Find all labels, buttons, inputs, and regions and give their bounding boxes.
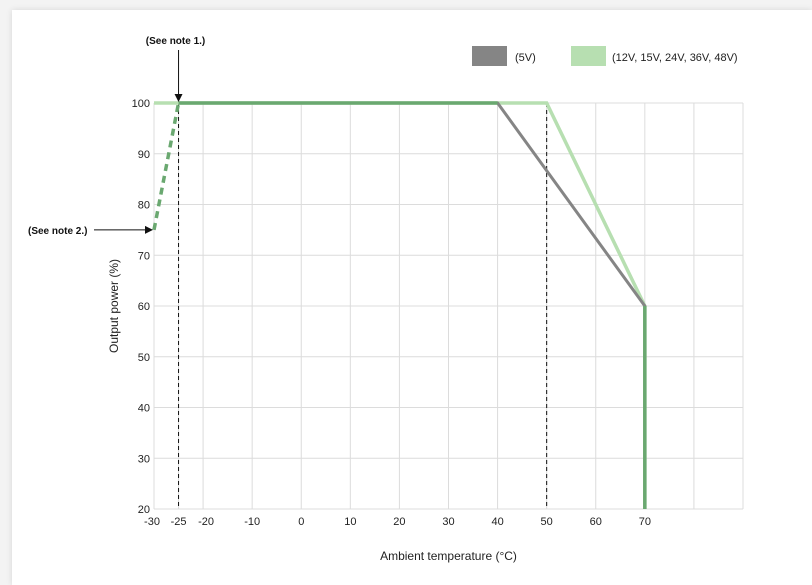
x-tick-label: 20	[393, 516, 405, 528]
y-tick-label: 60	[138, 301, 150, 313]
x-tick-label: -30	[144, 516, 160, 528]
note-2-label: (See note 2.)	[28, 226, 87, 237]
x-tick-label: 0	[298, 516, 304, 528]
x-tick-label: 10	[344, 516, 356, 528]
y-tick-label: 30	[138, 453, 150, 465]
y-tick-label: 20	[138, 504, 150, 516]
x-tick-label: 30	[442, 516, 454, 528]
x-tick-label: 60	[590, 516, 602, 528]
x-tick-label: -20	[198, 516, 214, 528]
x-tick-label: 40	[491, 516, 503, 528]
y-tick-label: 40	[138, 403, 150, 415]
x-tick-label: -25	[171, 516, 187, 528]
derating-chart: 20 30 40 50 60 70 80 90 100 -30 -25 -20 -10 0 10 20 30 40…	[28, 36, 744, 563]
x-tick-label: 70	[639, 516, 651, 528]
y-tick-label: 100	[132, 98, 150, 110]
dashed-segment	[152, 102, 181, 231]
y-tick-label: 70	[138, 250, 150, 262]
x-tick-label: 50	[541, 516, 553, 528]
note-1-label: (See note 1.)	[146, 36, 205, 47]
chart-card: 20 30 40 50 60 70 80 90 100 -30 -25 -20 -10 0 10 20 30 40…	[12, 10, 812, 585]
note-1-arrowhead	[174, 94, 183, 102]
y-tick-label: 90	[138, 149, 150, 161]
legend-label-12v-48v: (12V, 15V, 24V, 36V, 48V)	[612, 52, 738, 64]
legend-swatch-5v	[472, 46, 507, 66]
y-tick-label: 50	[138, 352, 150, 364]
note-2-arrowhead	[145, 225, 153, 234]
legend-swatch-12v-48v	[571, 46, 606, 66]
x-tick-label: -10	[244, 516, 260, 528]
x-axis-title: Ambient temperature (°C)	[380, 549, 517, 563]
legend-label-5v: (5V)	[515, 52, 536, 64]
y-axis-title: Output power (%)	[107, 259, 121, 353]
y-tick-label: 80	[138, 200, 150, 212]
